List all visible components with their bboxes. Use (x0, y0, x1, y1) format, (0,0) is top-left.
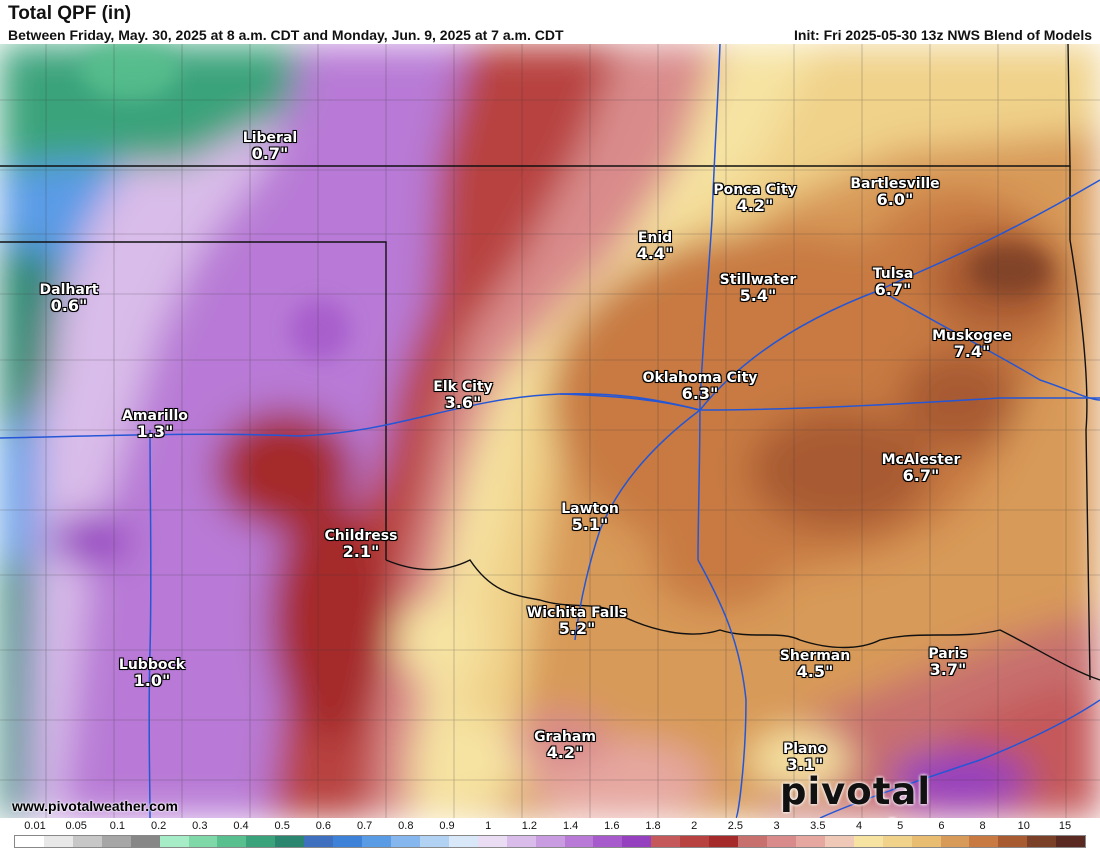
legend-swatch (853, 836, 883, 847)
legend-swatch (1027, 836, 1057, 847)
legend-color-bar (14, 835, 1086, 848)
precipitation-map (0, 44, 1100, 818)
legend-swatch (15, 836, 44, 847)
legend-swatch (333, 836, 363, 847)
legend-tick-label: 0.7 (356, 820, 373, 832)
legend-swatch (159, 836, 189, 847)
legend-tick-label: 2.5 (727, 820, 744, 832)
legend-swatch (969, 836, 999, 847)
legend-swatch (390, 836, 420, 847)
legend-tick-label: 0.01 (24, 820, 46, 832)
legend-swatch (940, 836, 970, 847)
legend-tick-label: 10 (1017, 820, 1030, 832)
legend-swatch (766, 836, 796, 847)
legend-swatch (246, 836, 276, 847)
legend-swatch (882, 836, 912, 847)
legend-swatch (738, 836, 767, 847)
legend-swatch (564, 836, 594, 847)
legend-tick-label: 0.05 (65, 820, 87, 832)
legend-swatch (622, 836, 652, 847)
legend-tick-label: 1.8 (645, 820, 661, 832)
legend-tick-label: 15 (1058, 820, 1072, 832)
legend-tick-label: 0.2 (150, 820, 167, 832)
legend-ticks: 0.01 0.05 0.1 0.2 0.3 0.4 0.5 0.6 0.7 0.8 0.9 1 1.2 1… (0, 820, 1100, 834)
legend-tick-label: 5 (897, 820, 904, 832)
legend-tick-label: 3 (773, 820, 780, 832)
legend-swatch (593, 836, 623, 847)
legend-tick-label: 1.4 (562, 820, 579, 832)
legend-swatch (824, 836, 854, 847)
valid-period: Between Friday, May. 30, 2025 at 8 a.m. … (8, 27, 564, 43)
legend-tick-label: 1 (485, 820, 492, 832)
website-credit: www.pivotalweather.com (12, 798, 178, 814)
legend-tick-label: 0.4 (233, 820, 249, 832)
legend-tick-label: 0.5 (274, 820, 290, 832)
highways (0, 44, 1100, 818)
legend-swatch (217, 836, 247, 847)
legend-swatch (506, 836, 536, 847)
legend-swatch (1056, 836, 1086, 847)
legend-swatch (72, 836, 102, 847)
legend-tick-label: 1.2 (521, 820, 538, 832)
legend-tick-label: 4 (855, 820, 863, 832)
state-borders (0, 44, 1100, 681)
legend-swatch (419, 836, 449, 847)
legend-swatch (680, 836, 710, 847)
legend-swatch (535, 836, 565, 847)
legend-swatch (304, 836, 334, 847)
color-legend: 0.01 0.05 0.1 0.2 0.3 0.4 0.5 0.6 0.7 0.8 0.9 1 1.2 1… (0, 818, 1100, 850)
legend-swatch (101, 836, 131, 847)
legend-swatch (188, 836, 218, 847)
legend-tick-label: 0.3 (192, 820, 208, 832)
legend-tick-label: 2 (691, 820, 698, 832)
map-title: Total QPF (in) (8, 3, 132, 24)
legend-tick-label: 3.5 (810, 820, 826, 832)
legend-swatch (477, 836, 507, 847)
legend-tick-label: 8 (979, 820, 986, 832)
legend-swatch (362, 836, 391, 847)
legend-swatch (275, 836, 305, 847)
legend-swatch (795, 836, 825, 847)
legend-swatch (709, 836, 739, 847)
legend-swatch (651, 836, 681, 847)
legend-swatch (998, 836, 1028, 847)
legend-tick-label: 0.9 (439, 820, 455, 832)
legend-tick-label: 1.6 (604, 820, 620, 832)
map-header: Total QPF (in) Between Friday, May. 30, … (0, 0, 1100, 44)
legend-tick-label: 6 (938, 820, 945, 832)
legend-tick-label: 0.8 (398, 820, 414, 832)
legend-tick-label: 0.1 (109, 820, 126, 832)
legend-swatch (130, 836, 160, 847)
legend-swatch (911, 836, 941, 847)
legend-tick-label: 0.6 (315, 820, 332, 832)
model-init: Init: Fri 2025-05-30 13z NWS Blend of Mo… (794, 27, 1092, 43)
precip-field (0, 44, 1100, 818)
legend-swatch (448, 836, 478, 847)
precip-highlights (80, 44, 1050, 360)
legend-swatch (43, 836, 73, 847)
